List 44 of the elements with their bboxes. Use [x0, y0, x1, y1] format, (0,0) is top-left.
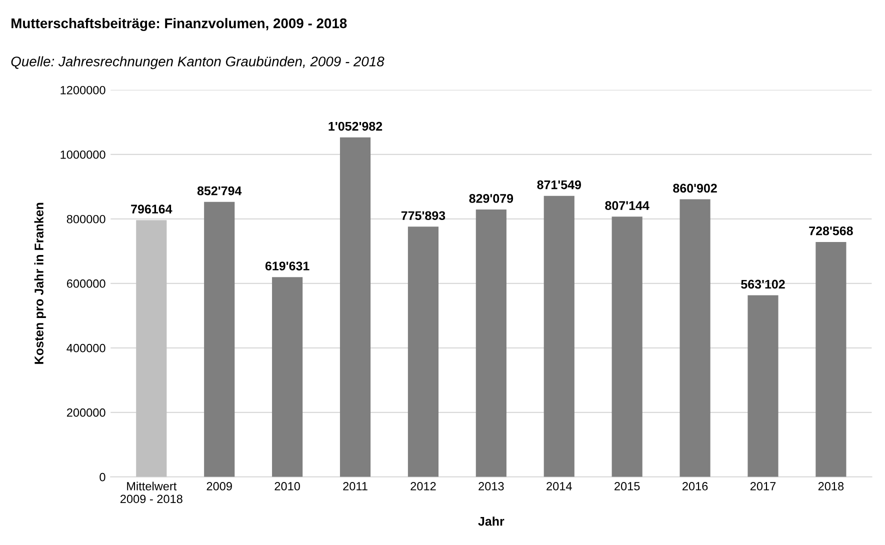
bar	[272, 277, 303, 477]
data-label: 860'902	[673, 184, 717, 193]
x-tick-label: 2009	[206, 482, 232, 490]
bar	[204, 202, 235, 477]
bar	[816, 242, 846, 477]
y-tick-label: 600000	[66, 279, 106, 288]
data-label: 775'893	[401, 211, 446, 220]
x-tick-label: 2014	[546, 482, 572, 490]
bar	[408, 226, 439, 477]
data-label: 563'102	[741, 280, 785, 289]
x-tick-label: 2018	[818, 482, 844, 490]
bar	[476, 210, 506, 477]
bar	[544, 196, 574, 477]
bar	[340, 137, 371, 477]
data-label: 852'794	[197, 186, 242, 196]
data-label: 728'568	[809, 226, 853, 236]
bar	[680, 199, 710, 477]
x-tick-label: 2010	[274, 482, 300, 490]
x-tick-label: 2011	[343, 482, 368, 490]
x-axis-title: Jahr	[478, 516, 504, 526]
y-tick-label: 200000	[66, 408, 106, 417]
bar	[612, 216, 642, 477]
x-tick-label: 2017	[750, 482, 776, 490]
y-tick-label: 800000	[66, 214, 106, 224]
y-tick-label: 1200000	[60, 86, 106, 94]
x-tick-label: Mittelwert 2009 - 2018	[120, 482, 182, 504]
x-tick-label: 2013	[478, 482, 504, 490]
chart-title: Mutterschaftsbeiträge: Finanzvolumen, 2009 - 2018	[12, 18, 347, 32]
bar	[136, 220, 167, 477]
data-label: 829'079	[469, 194, 514, 203]
bar	[748, 295, 778, 477]
data-label: 807'144	[605, 201, 650, 210]
y-tick-label: 1000000	[60, 150, 106, 159]
y-tick-label: 400000	[66, 344, 106, 352]
x-tick-label: 2015	[614, 482, 640, 490]
y-tick-label: 0	[100, 472, 106, 482]
data-label: 1'052'982	[328, 122, 382, 131]
x-tick-label: 2016	[682, 482, 708, 490]
data-label: 871'549	[537, 180, 582, 190]
x-tick-label: 2012	[410, 482, 436, 490]
chart-subtitle: Quelle: Jahresrechnungen Kanton Graubünden, 2009 - 2018	[11, 56, 384, 70]
data-label: 619'631	[265, 262, 310, 270]
data-label: 796164	[131, 204, 172, 214]
y-axis-title: Kosten pro Jahr in Franken	[34, 202, 46, 364]
